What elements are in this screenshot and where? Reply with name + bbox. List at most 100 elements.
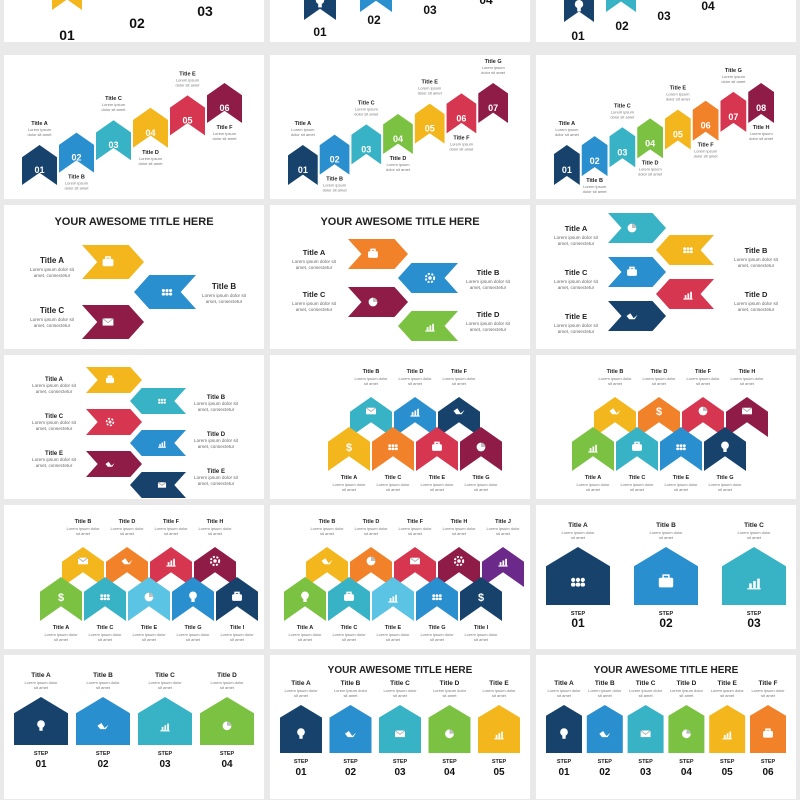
step-number: 06 bbox=[762, 767, 774, 778]
step-title: Title A bbox=[297, 625, 314, 631]
step-arrow bbox=[692, 100, 719, 141]
body-text: Lorem ipsum dolor bbox=[132, 632, 166, 637]
body-text: Lorem ipsum dolor bbox=[210, 680, 244, 685]
step-title: Title D bbox=[207, 432, 226, 438]
step-title: Title H bbox=[753, 125, 770, 131]
body-text: sit amet bbox=[343, 693, 358, 698]
upper-block bbox=[682, 397, 724, 437]
body-text: sit amet bbox=[230, 637, 245, 642]
body-text: Lorem ipsum dolor bbox=[442, 376, 476, 381]
step-arrow bbox=[288, 145, 318, 185]
body-text: sit amet bbox=[720, 693, 735, 698]
body-text: sit amet bbox=[320, 531, 335, 536]
body-text: amet, consectetur bbox=[198, 407, 235, 412]
step-number: 02 bbox=[599, 767, 611, 778]
step-title: Title E bbox=[565, 312, 587, 321]
handshake-icon bbox=[453, 408, 465, 415]
step-title: Title C bbox=[303, 290, 326, 299]
step-title: Title A bbox=[53, 625, 70, 631]
slide-staircase-5-partial[interactable]: 01 02 03 04 bbox=[536, 0, 796, 42]
body-text: sit amet bbox=[96, 685, 111, 690]
slide-chevrons-6[interactable]: Title A Lorem ipsum dolor sit amet, conse… bbox=[4, 355, 264, 499]
chart-icon bbox=[362, 88, 371, 96]
slide-steps-4[interactable]: Title A Lorem ipsum dolor sit amet STEP 01 Ti… bbox=[4, 655, 264, 799]
body-text: sit amet bbox=[496, 531, 511, 536]
body-text: Lorem ipsum dolor bbox=[649, 530, 683, 535]
mail-icon bbox=[409, 557, 421, 565]
chart-icon bbox=[160, 723, 170, 732]
slide-steps-3[interactable]: Title A Lorem ipsum dolor sit amet STEP 01 Ti… bbox=[536, 505, 796, 649]
body-text: amet, consectetur bbox=[36, 426, 73, 431]
briefcase-icon bbox=[763, 728, 773, 738]
slide-chevrons-5[interactable]: Title A Lorem ipsum dolor sit amet, conse… bbox=[536, 205, 796, 349]
step-title: Title I bbox=[474, 625, 489, 631]
slide-hex-8b[interactable]: Title B Lorem ipsum dolor sit amet $ Title D… bbox=[536, 355, 796, 499]
body-text: Lorem ipsum bbox=[323, 183, 347, 188]
step-number: 04 bbox=[645, 138, 655, 148]
upper-block bbox=[106, 547, 148, 587]
slide-staircase-6[interactable]: 01 Title A Lorem ipsum dolor sit amet 02 Titl… bbox=[4, 55, 264, 199]
team-icon bbox=[570, 577, 586, 587]
step-number: 01 bbox=[59, 27, 75, 42]
upper-block bbox=[726, 397, 768, 437]
body-text: Lorem ipsum dolor sit bbox=[554, 279, 599, 284]
pie-icon bbox=[222, 721, 232, 731]
body-text: Lorem ipsum dolor sit bbox=[734, 257, 779, 262]
body-text: Lorem ipsum bbox=[482, 65, 506, 70]
body-text: Lorem ipsum dolor bbox=[464, 632, 498, 637]
slide-chevrons-4[interactable]: YOUR AWESOME TITLE HERE Title A Lorem ipsu… bbox=[270, 205, 530, 349]
step-title: Title D bbox=[142, 150, 159, 156]
step-title: Title E bbox=[45, 451, 63, 457]
body-text: Lorem ipsum dolor bbox=[620, 482, 654, 487]
upper-block bbox=[638, 397, 680, 437]
step-label: STEP bbox=[747, 611, 762, 617]
step-label: STEP bbox=[761, 759, 776, 765]
mail-icon bbox=[157, 481, 167, 488]
body-text: dolor sit amet bbox=[354, 111, 379, 116]
body-text: Lorem ipsum bbox=[213, 131, 237, 136]
step-arrow bbox=[665, 109, 691, 150]
slide-steps-5[interactable]: YOUR AWESOME TITLE HERE Title A Lorem ipsu… bbox=[270, 655, 530, 799]
slide-staircase-7[interactable]: 01 Title A Lorem ipsum dolor sit amet 02 Titl… bbox=[270, 55, 530, 199]
body-text: Lorem ipsum dolor bbox=[711, 688, 745, 693]
body-text: Lorem ipsum bbox=[666, 92, 690, 97]
slide-staircase-3-partial[interactable]: 01 02 03 bbox=[4, 0, 264, 42]
step-number: 04 bbox=[145, 128, 155, 138]
pie-icon bbox=[476, 442, 486, 452]
slide-staircase-8[interactable]: 01 Title A Lorem ipsum dolor sit amet 02 Titl… bbox=[536, 55, 796, 199]
body-text: sit amet bbox=[164, 531, 179, 536]
upper-block bbox=[194, 547, 236, 587]
slide-steps-6[interactable]: YOUR AWESOME TITLE HERE Title A Lorem ipsu… bbox=[536, 655, 796, 799]
handshake-icon bbox=[321, 558, 333, 565]
step-label: STEP bbox=[659, 611, 674, 617]
svg-text:$: $ bbox=[346, 442, 352, 454]
step-number: 05 bbox=[722, 767, 734, 778]
step-title: Title A bbox=[303, 248, 326, 257]
step-title: Title E bbox=[673, 475, 690, 481]
body-text: Lorem ipsum dolor bbox=[588, 688, 622, 693]
step-number: 05 bbox=[493, 767, 505, 778]
body-text: sit amet bbox=[718, 487, 733, 492]
step-number: 05 bbox=[425, 124, 435, 134]
body-text: sit amet bbox=[408, 531, 423, 536]
briefcase-icon bbox=[344, 591, 354, 601]
step-number: 01 bbox=[313, 25, 327, 39]
slide-staircase-4-partial[interactable]: 01 02 03 04 bbox=[270, 0, 530, 42]
step-title: Title B bbox=[212, 282, 237, 291]
step-number: 03 bbox=[423, 3, 437, 17]
slide-chevrons-3[interactable]: YOUR AWESOME TITLE HERE Title A Lorem ipsu… bbox=[4, 205, 264, 349]
step-number: 07 bbox=[728, 112, 738, 122]
body-text: Lorem ipsum dolor bbox=[354, 376, 388, 381]
body-text: sit amet bbox=[696, 381, 711, 386]
step-arrow bbox=[720, 91, 747, 132]
upper-block bbox=[350, 547, 392, 587]
body-text: Lorem ipsum dolor sit bbox=[466, 321, 511, 326]
body-text: dolor sit amet bbox=[610, 114, 635, 119]
body-text: Lorem ipsum dolor bbox=[24, 680, 58, 685]
svg-text:$: $ bbox=[656, 406, 662, 418]
step-arrow bbox=[22, 145, 57, 185]
step-arrow bbox=[133, 107, 168, 148]
